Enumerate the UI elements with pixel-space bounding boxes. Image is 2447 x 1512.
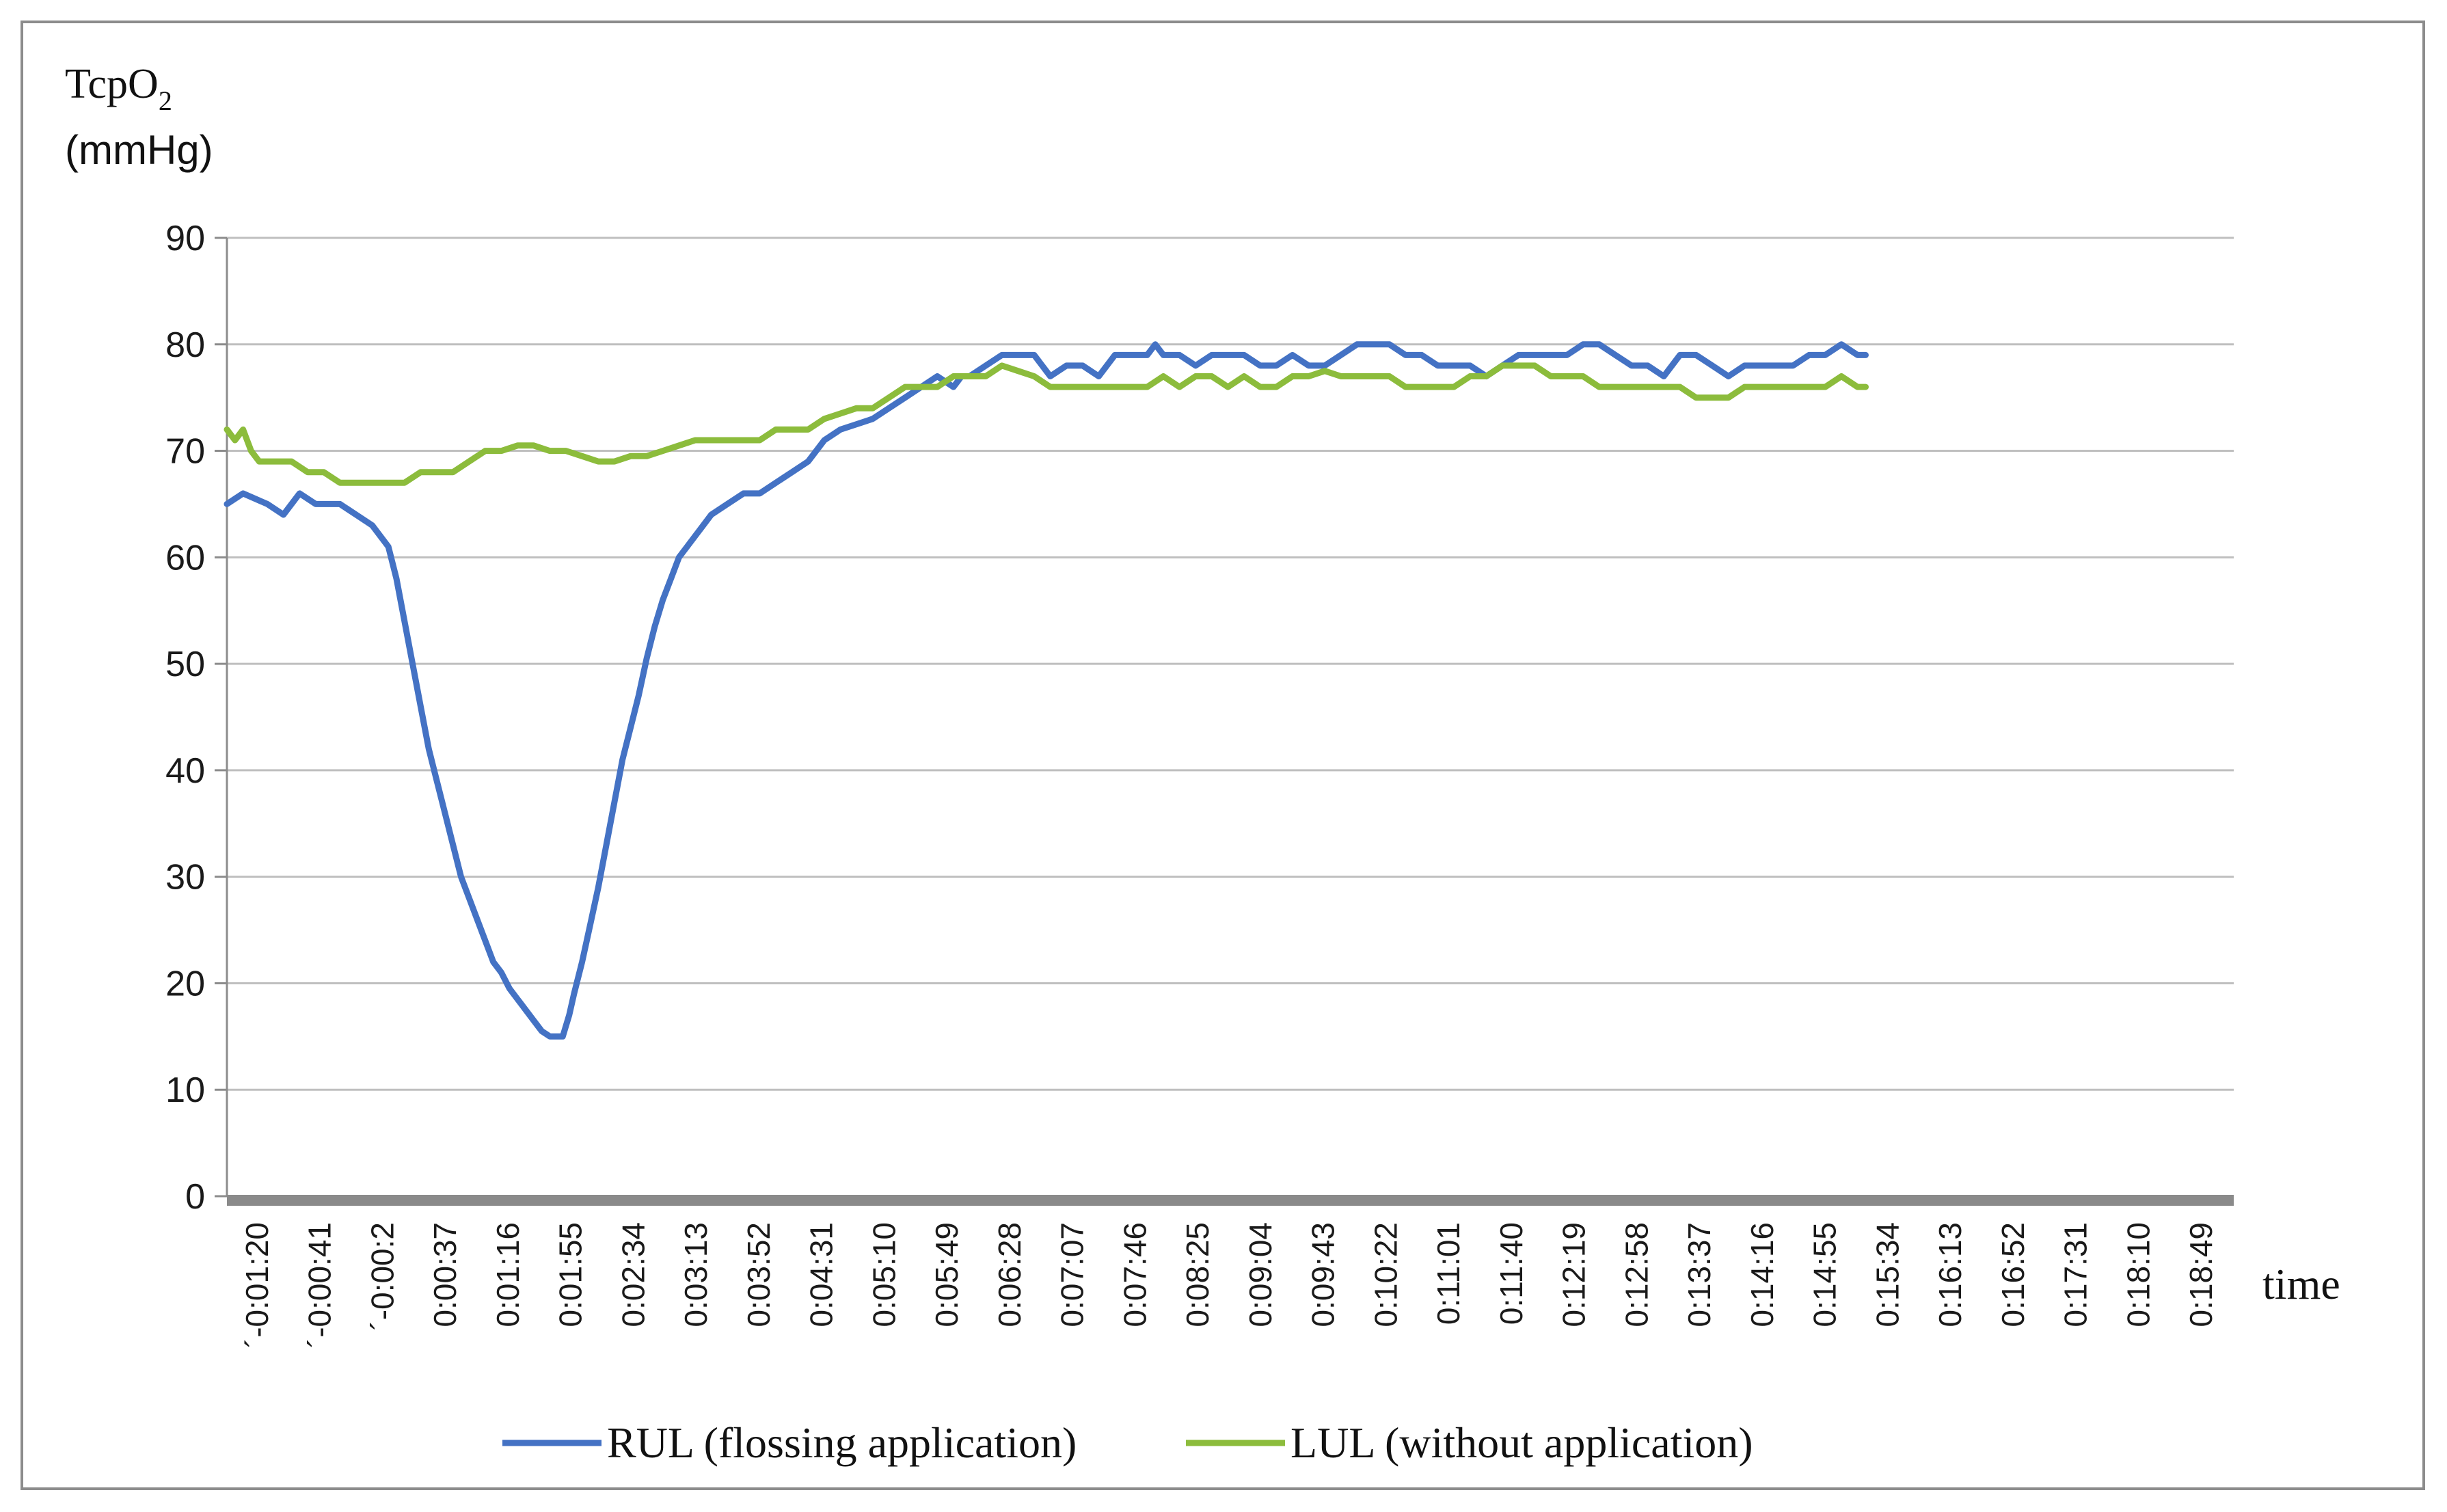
x-tick-label: ´-0:00:41 <box>302 1222 338 1348</box>
x-tick-label: 0:17:31 <box>2058 1222 2094 1327</box>
y-tick-labels: 0 10 20 30 40 50 60 70 80 90 <box>165 219 205 1217</box>
x-tick-label: 0:00:37 <box>427 1222 463 1327</box>
series-line-lul <box>224 362 1869 486</box>
axes <box>215 237 2234 1206</box>
x-tick-label: 0:09:04 <box>1243 1222 1278 1327</box>
x-tick-label: 0:07:07 <box>1055 1222 1090 1327</box>
x-tick-label: 0:05:49 <box>929 1222 964 1327</box>
x-tick-label: 0:06:28 <box>992 1222 1027 1327</box>
x-tick-label: 0:16:52 <box>1995 1222 2031 1327</box>
x-tick-labels: ´-0:01:20 ´-0:00:41 ´-0:00:2 0:00:37 0:01:16… <box>239 1222 2219 1348</box>
legend-label-rul: RUL (flossing application) <box>607 1418 1077 1467</box>
y-tick-label: 80 <box>165 325 205 365</box>
y-tick-label: 60 <box>165 538 205 578</box>
x-tick-label: 0:01:16 <box>490 1222 526 1327</box>
y-tick-label: 40 <box>165 751 205 791</box>
x-tick-label: 0:12:58 <box>1619 1222 1654 1327</box>
x-tick-label: 0:12:19 <box>1556 1222 1592 1327</box>
series-lines <box>224 341 1869 1040</box>
x-tick-label: ´-0:01:20 <box>239 1222 275 1348</box>
y-tick-label: 20 <box>165 964 205 1003</box>
x-tick-label: 0:01:55 <box>553 1222 589 1327</box>
x-tick-label: 0:13:37 <box>1681 1222 1717 1327</box>
x-tick-label: 0:18:10 <box>2120 1222 2156 1327</box>
y-tick-label: 50 <box>165 645 205 684</box>
x-tick-label: 0:11:40 <box>1493 1222 1529 1325</box>
x-tick-label: 0:09:43 <box>1306 1222 1341 1327</box>
y-tick-label: 10 <box>165 1070 205 1110</box>
y-tick-label: 0 <box>185 1177 205 1217</box>
chart-frame <box>21 21 2425 1490</box>
x-tick-label: ´-0:00:2 <box>364 1222 400 1331</box>
x-tick-label: 0:15:34 <box>1869 1222 1905 1327</box>
x-axis-label: time <box>2262 1260 2340 1308</box>
y-tick-label: 30 <box>165 858 205 897</box>
x-tick-label: 0:02:34 <box>615 1222 651 1327</box>
series-line-rul <box>224 341 1869 1040</box>
x-tick-label: 0:14:55 <box>1807 1222 1843 1327</box>
y-tick-label: 70 <box>165 432 205 472</box>
legend: RUL (flossing application) LUL (without … <box>502 1418 1753 1467</box>
x-tick-label: 0:16:13 <box>1932 1222 1968 1327</box>
x-tick-label: 0:10:22 <box>1368 1222 1403 1327</box>
x-tick-label: 0:03:13 <box>678 1222 714 1327</box>
x-tick-label: 0:03:52 <box>741 1222 776 1327</box>
x-tick-label: 0:05:10 <box>866 1222 902 1327</box>
x-tick-label: 0:11:01 <box>1431 1222 1466 1325</box>
y-axis-unit: (mmHg) <box>65 127 213 173</box>
legend-label-lul: LUL (without application) <box>1290 1418 1753 1467</box>
x-tick-label: 0:14:16 <box>1744 1222 1780 1327</box>
x-tick-label: 0:18:49 <box>2183 1222 2219 1327</box>
y-tick-label: 90 <box>165 219 205 258</box>
x-tick-label: 0:04:31 <box>804 1222 839 1327</box>
y-axis-label: TcpO2 <box>65 61 172 116</box>
x-tick-label: 0:07:46 <box>1117 1222 1152 1327</box>
grid-lines <box>227 237 2234 1091</box>
x-tick-label: 0:08:25 <box>1180 1222 1215 1327</box>
